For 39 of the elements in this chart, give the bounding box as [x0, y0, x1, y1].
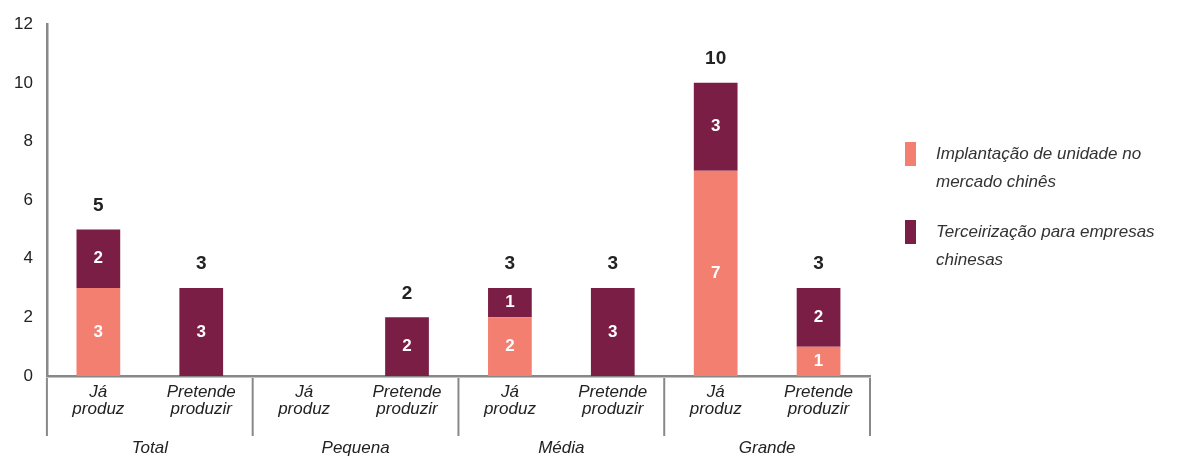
y-tick-label: 10	[13, 72, 33, 92]
total-label: 10	[705, 47, 727, 69]
y-tick-label: 6	[23, 189, 33, 209]
data-label: 3	[710, 116, 721, 136]
text: Grande	[738, 437, 796, 457]
total-label: 3	[813, 252, 824, 274]
y-tick-label: 0	[23, 365, 33, 385]
y-tick-label: 8	[23, 131, 33, 151]
data-label: 3	[196, 321, 206, 341]
data-label: 2	[93, 248, 104, 268]
x-tick-label: Pretende produzir	[784, 382, 854, 419]
x-tick-label: Já produz	[71, 382, 125, 419]
x-tick-label: Pretende produzir	[166, 382, 236, 419]
data-label: 2	[505, 336, 515, 356]
total-label: 2	[401, 281, 413, 303]
data-label: 1	[813, 351, 824, 371]
data-label: 7	[710, 263, 721, 283]
x-tick-label: Já produz	[688, 382, 743, 419]
y-tick-label: 2	[23, 307, 33, 327]
legend-label: Terceirização para empresas chinesas	[936, 221, 1156, 271]
total-label: 3	[607, 252, 619, 274]
data-label: 3	[608, 321, 618, 341]
data-label: 1	[505, 292, 515, 312]
data-label: 2	[813, 307, 824, 327]
data-label: 3	[93, 321, 104, 341]
total-label: 3	[195, 252, 207, 274]
x-tick-label: Pretende produzir	[372, 382, 442, 419]
x-tick-label: Já produz	[482, 382, 537, 419]
text: Pequena	[321, 437, 390, 457]
x-tick-label: Já produz	[277, 382, 331, 419]
text: Média	[538, 437, 585, 457]
x-tick-label: Pretende produzir	[578, 382, 648, 419]
y-tick-label: 12	[13, 13, 33, 33]
text: Total	[131, 437, 170, 457]
total-label: 3	[504, 252, 516, 274]
y-tick-label: 4	[23, 248, 33, 268]
total-label: 5	[93, 193, 105, 215]
data-label: 2	[402, 336, 412, 356]
legend-label: Implantação de unidade no mercado chinês	[936, 143, 1143, 193]
